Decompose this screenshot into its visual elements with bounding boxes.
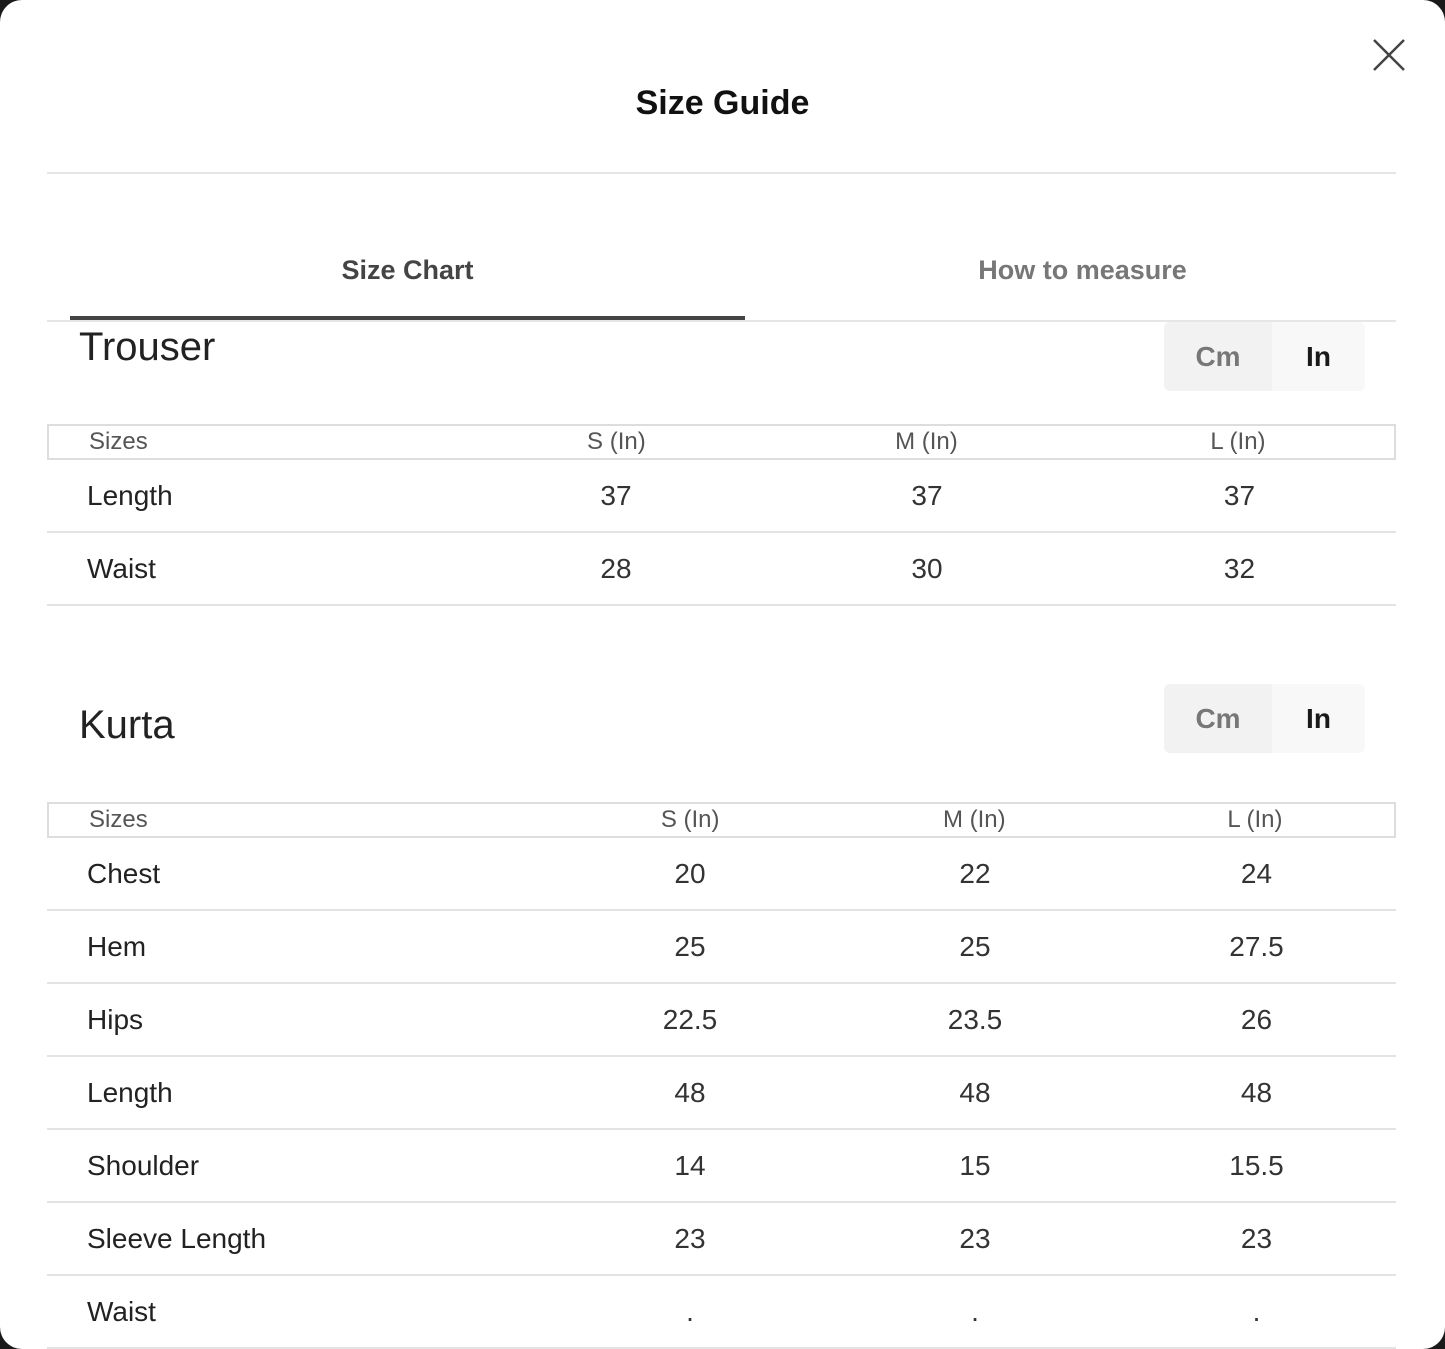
size-value: 23 [959,1222,991,1254]
unit-in-button[interactable]: In [1272,684,1365,753]
close-icon[interactable] [1370,36,1408,74]
size-value: 22.5 [662,1003,718,1035]
size-value: 15 [959,1149,991,1181]
size-value: 22 [959,857,991,889]
size-value: . [971,1295,979,1327]
size-value: L (In) [1210,428,1266,455]
row-label: Waist [87,1295,156,1327]
row-label: Length [87,1076,173,1108]
size-value: S (In) [660,806,720,833]
header-label: Sizes [89,428,148,455]
table-row: Hem 25 25 27.5 [47,911,1396,984]
unit-cm-button[interactable]: Cm [1164,322,1272,391]
size-value: 23 [674,1222,706,1254]
size-value: 25 [674,930,706,962]
table-row: Chest 20 22 24 [47,838,1396,911]
section-title-trouser: Trouser [79,325,216,369]
row-label: Hips [87,1003,144,1035]
active-tab-indicator [70,316,745,320]
size-value: 23.5 [947,1003,1003,1035]
size-value: L (In) [1227,806,1283,833]
row-label: Chest [87,857,161,889]
row-label: Length [87,479,173,511]
tab-how-to-measure[interactable]: How to measure [978,255,1187,285]
size-value: 37 [1223,479,1256,511]
row-label: Waist [87,552,156,584]
tabs-divider [47,320,1396,322]
table-row: Waist... [47,1276,1396,1349]
size-value: 48 [674,1076,706,1108]
size-value: M (In) [895,428,958,455]
header-label: Sizes [89,806,148,833]
size-value: 48 [1240,1076,1273,1108]
modal-title: Size Guide [635,84,810,122]
size-value: . [1252,1295,1261,1327]
unit-toggle-kurta: Cm In [1164,684,1365,753]
unit-toggle-trouser: Cm In [1164,322,1365,391]
unit-in-button[interactable]: In [1272,322,1365,391]
size-value: 24 [1240,857,1273,889]
table-row: Sleeve Length 23 23 23 [47,1203,1396,1276]
size-value: M (In) [942,806,1006,833]
size-value: 37 [911,479,943,511]
size-value: . [686,1295,694,1327]
size-value: 20 [674,857,706,889]
size-value: 14 [674,1149,706,1181]
size-value: 15.5 [1229,1149,1284,1181]
row-label: Sleeve Length [87,1222,267,1254]
size-value: 27.5 [1229,930,1284,962]
size-value: 32 [1223,552,1256,584]
row-label: Shoulder [87,1149,200,1181]
table-row: Length 48 48 48 [47,1057,1396,1130]
tab-size-chart[interactable]: Size Chart [341,255,474,285]
size-value: 48 [959,1076,991,1108]
row-label: Hem [87,930,147,962]
unit-cm-button[interactable]: Cm [1164,684,1272,753]
size-value: 25 [959,930,991,962]
section-title-kurta: Kurta [79,703,175,747]
size-value: 30 [911,552,943,584]
table-row: Waist 28 30 32 [47,533,1396,606]
size-value: 37 [600,479,632,511]
size-value: 28 [600,552,632,584]
size-value: S (In) [587,428,646,455]
size-table-kurta: Sizes S (In) M (In) L (In) Chest 20 22 24 Hem 25 2… [47,802,1396,1349]
table-row: Shoulder 14 15 15.5 [47,1130,1396,1203]
size-value: 26 [1240,1003,1273,1035]
size-value: 23 [1240,1222,1273,1254]
divider [47,172,1396,174]
table-row: Hips 22.5 23.5 26 [47,984,1396,1057]
size-table-trouser: Sizes S (In) M (In) L (In) Length 37 37 37 Waist… [47,424,1396,606]
table-header: Sizes S (In) M (In) L (In) [47,424,1396,460]
table-header: Sizes S (In) M (In) L (In) [47,802,1396,838]
table-row: Length 37 37 37 [47,460,1396,533]
